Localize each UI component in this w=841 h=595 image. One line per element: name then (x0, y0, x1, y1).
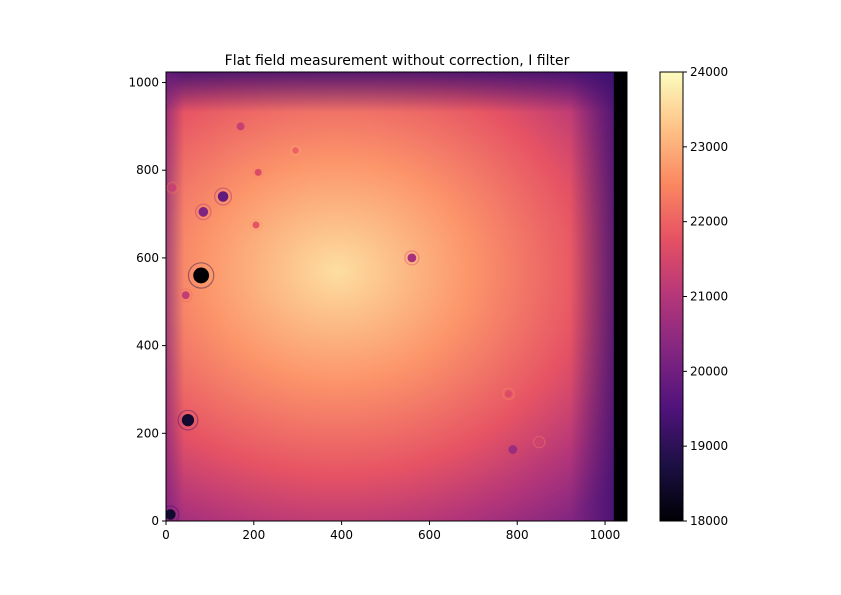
field-right-edge-falloff (570, 72, 615, 521)
dark-spot-halo (290, 144, 302, 157)
field-left-edge-falloff (166, 72, 184, 521)
dark-spot (508, 445, 518, 454)
dark-spots (166, 119, 546, 521)
dark-spot (252, 221, 260, 229)
y-axis: 0 200 400 600 800 1000 (128, 76, 166, 528)
dark-spot-halo (177, 409, 199, 431)
x-tick-label: 800 (506, 528, 529, 542)
dark-spot-halo (166, 181, 179, 194)
dark-spot-halo (404, 250, 420, 266)
dark-spot (254, 168, 262, 176)
dark-spot-halo (249, 218, 263, 232)
x-tick-label: 200 (242, 528, 265, 542)
dark-spot-halo (187, 262, 215, 289)
dark-spot (217, 191, 229, 202)
y-tick-label: 200 (136, 426, 159, 440)
dark-spot (181, 291, 190, 300)
field-background (166, 72, 627, 521)
colorbar-tick-label: 24000 (690, 65, 728, 79)
colorbar-tick-label: 20000 (690, 364, 728, 378)
dark-spot-halo (532, 435, 546, 449)
dark-spot (169, 184, 177, 192)
colorbar: 18000 19000 20000 21000 22000 23000 24000 (659, 65, 728, 528)
dark-spot-halo (505, 441, 521, 458)
dark-spot-halo (233, 119, 248, 134)
y-tick-label: 400 (136, 339, 159, 353)
chart-title: Flat field measurement without correctio… (225, 53, 570, 69)
plot-frame (165, 71, 628, 522)
x-tick-label: 600 (418, 528, 441, 542)
dark-spot (535, 438, 543, 446)
y-tick-label: 600 (136, 251, 159, 265)
dark-spot (166, 509, 176, 520)
dark-spot (181, 414, 195, 427)
colorbar-ticks: 18000 19000 20000 21000 22000 23000 24000 (683, 65, 728, 528)
x-tick-label: 400 (330, 528, 353, 542)
dark-spot-halo (502, 387, 515, 401)
dark-spot-halo (166, 505, 180, 521)
x-tick-label: 0 (162, 528, 170, 542)
y-tick-label: 0 (151, 514, 159, 528)
dark-column (613, 72, 627, 521)
y-tick-label: 800 (136, 163, 159, 177)
colorbar-tick-label: 23000 (690, 140, 728, 154)
dark-spot (193, 267, 210, 284)
colorbar-tick-label: 19000 (690, 439, 728, 453)
dark-spot (198, 207, 209, 217)
x-axis: 0 200 400 600 800 1000 (162, 521, 620, 542)
y-tick-label: 1000 (128, 76, 159, 90)
dark-spot (292, 147, 299, 154)
dark-spot (407, 253, 417, 263)
colorbar-tick-label: 21000 (690, 290, 728, 304)
colorbar-fill (660, 72, 683, 521)
dark-spot-halo (194, 203, 212, 221)
dark-spot-halo (214, 187, 233, 206)
colorbar-tick-label: 18000 (690, 514, 728, 528)
x-tick-label: 1000 (590, 528, 621, 542)
plot-area (166, 72, 627, 521)
dark-spot (236, 122, 245, 131)
dark-spot-halo (178, 288, 193, 303)
colorbar-tick-label: 22000 (690, 215, 728, 229)
dark-spot-halo (251, 166, 265, 179)
dark-spot (504, 390, 512, 398)
field-top-edge-falloff (166, 72, 627, 112)
